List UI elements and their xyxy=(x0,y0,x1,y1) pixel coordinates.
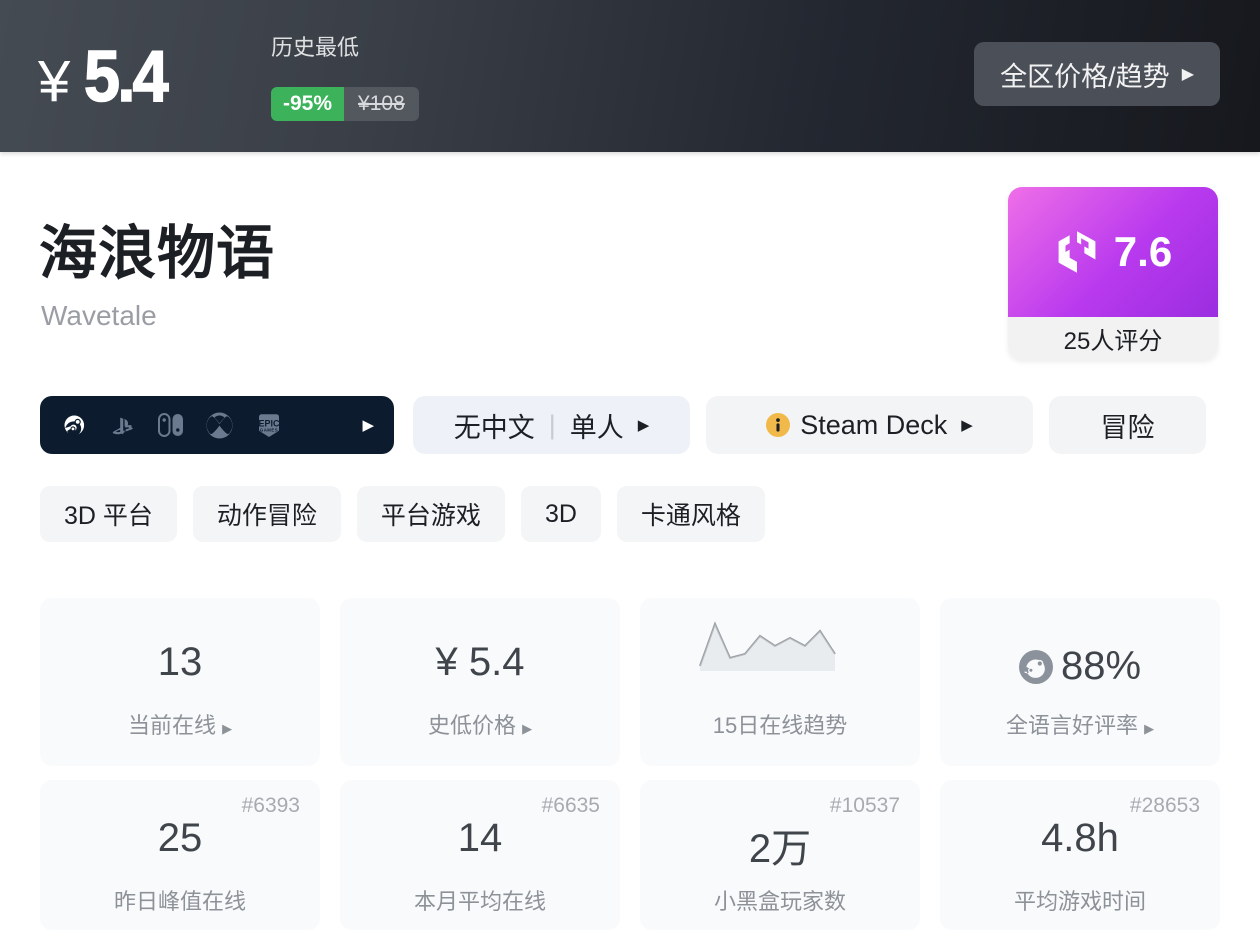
svg-text:GAMES: GAMES xyxy=(260,428,278,433)
